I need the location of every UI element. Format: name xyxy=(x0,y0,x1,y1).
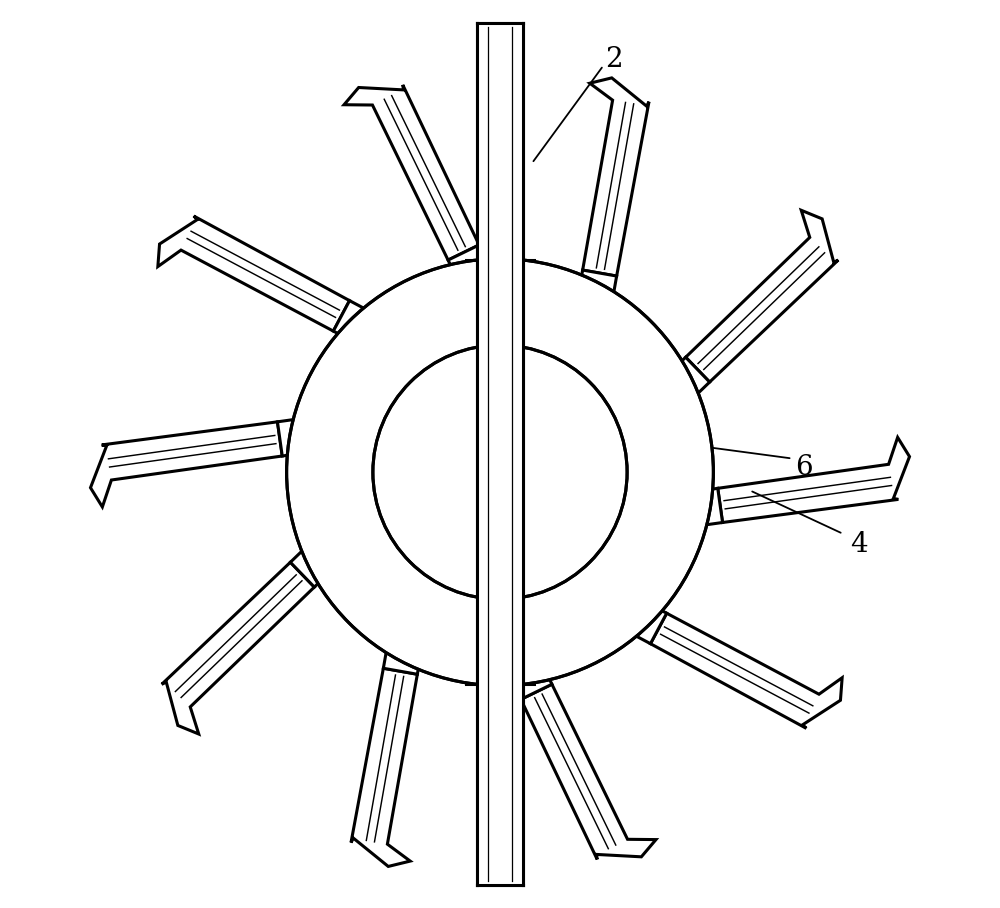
Polygon shape xyxy=(344,85,479,260)
Polygon shape xyxy=(277,419,302,456)
Polygon shape xyxy=(383,648,421,675)
Polygon shape xyxy=(90,422,282,507)
Polygon shape xyxy=(686,211,838,382)
Polygon shape xyxy=(162,562,314,734)
Text: 2: 2 xyxy=(605,45,622,73)
Polygon shape xyxy=(512,666,552,699)
Circle shape xyxy=(373,345,627,599)
Bar xyxy=(477,680,523,716)
Text: 4: 4 xyxy=(850,531,867,558)
Polygon shape xyxy=(579,270,617,296)
Polygon shape xyxy=(521,685,656,859)
Circle shape xyxy=(287,259,713,686)
Polygon shape xyxy=(671,357,710,396)
Polygon shape xyxy=(290,548,329,587)
Polygon shape xyxy=(718,438,910,522)
Bar xyxy=(477,23,523,885)
Text: 6: 6 xyxy=(795,454,813,481)
Polygon shape xyxy=(158,216,350,331)
Polygon shape xyxy=(448,245,488,278)
Polygon shape xyxy=(698,489,723,525)
Bar xyxy=(477,23,523,885)
Polygon shape xyxy=(650,613,842,728)
Polygon shape xyxy=(633,604,667,644)
Polygon shape xyxy=(351,668,417,866)
Bar xyxy=(477,228,523,264)
Polygon shape xyxy=(333,301,367,340)
Polygon shape xyxy=(583,78,649,276)
